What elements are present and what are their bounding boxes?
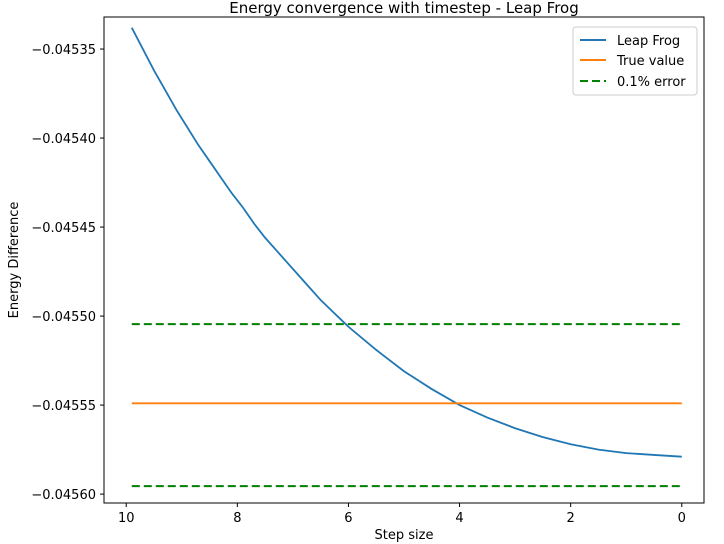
y-tick-label: −0.04560	[31, 488, 96, 503]
y-axis-label: Energy Difference	[7, 202, 22, 319]
legend-label-true-value: True value	[616, 54, 684, 69]
series-line-0	[130, 27, 682, 458]
x-tick-label: 2	[567, 511, 575, 526]
series-layer	[130, 27, 682, 488]
legend-label-leap-frog: Leap Frog	[617, 34, 680, 49]
x-axis-ticks: 10 8 6 4 2 0	[118, 503, 686, 526]
x-tick-label: 0	[678, 511, 686, 526]
legend: Leap Frog True value 0.1% error	[572, 26, 698, 96]
legend-label-error: 0.1% error	[617, 75, 686, 90]
x-tick-label: 8	[233, 511, 241, 526]
y-tick-label: −0.04550	[31, 310, 96, 325]
x-axis-label: Step size	[375, 528, 434, 543]
x-tick-label: 4	[455, 511, 463, 526]
legend-box	[572, 26, 698, 96]
chart-title: Energy convergence with timestep - Leap …	[229, 0, 578, 17]
y-tick-label: −0.04545	[31, 221, 96, 236]
y-tick-label: −0.04540	[31, 132, 96, 147]
y-axis-ticks: −0.04535 −0.04540 −0.04545 −0.04550 −0.04555…	[31, 43, 104, 503]
y-tick-label: −0.04535	[31, 43, 96, 58]
y-tick-label: −0.04555	[31, 399, 96, 414]
x-tick-label: 10	[118, 511, 135, 526]
x-tick-label: 6	[344, 511, 352, 526]
plot-frame	[103, 16, 705, 504]
